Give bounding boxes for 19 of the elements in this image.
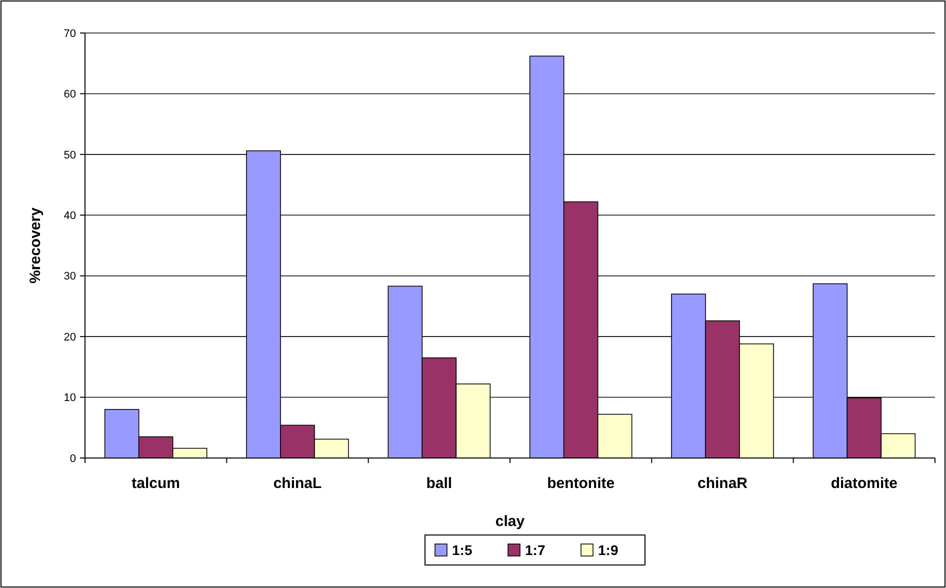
legend-label: 1:9 [598, 542, 618, 558]
x-tick-label: chinaL [273, 475, 322, 492]
legend-label: 1:5 [452, 542, 472, 558]
y-axis-title: %recovery [27, 206, 44, 284]
x-tick-label: chinaR [697, 475, 748, 492]
x-tick-label: diatomite [830, 475, 898, 492]
y-tick-label: 40 [64, 210, 76, 222]
y-tick-label: 30 [64, 270, 76, 283]
y-tick-label: 60 [64, 88, 76, 101]
x-axis-title: clay [495, 513, 526, 530]
legend-label: 1:7 [525, 542, 546, 558]
y-tick-label: 20 [64, 331, 76, 344]
y-tick-label: 70 [64, 28, 76, 40]
y-tick-label: 50 [64, 149, 76, 162]
x-tick-label: ball [426, 475, 452, 492]
y-tick-label: 0 [70, 452, 76, 465]
y-tick-label: 10 [64, 392, 76, 404]
x-tick-label: bentonite [547, 475, 615, 492]
x-tick-label: talcum [132, 475, 180, 492]
